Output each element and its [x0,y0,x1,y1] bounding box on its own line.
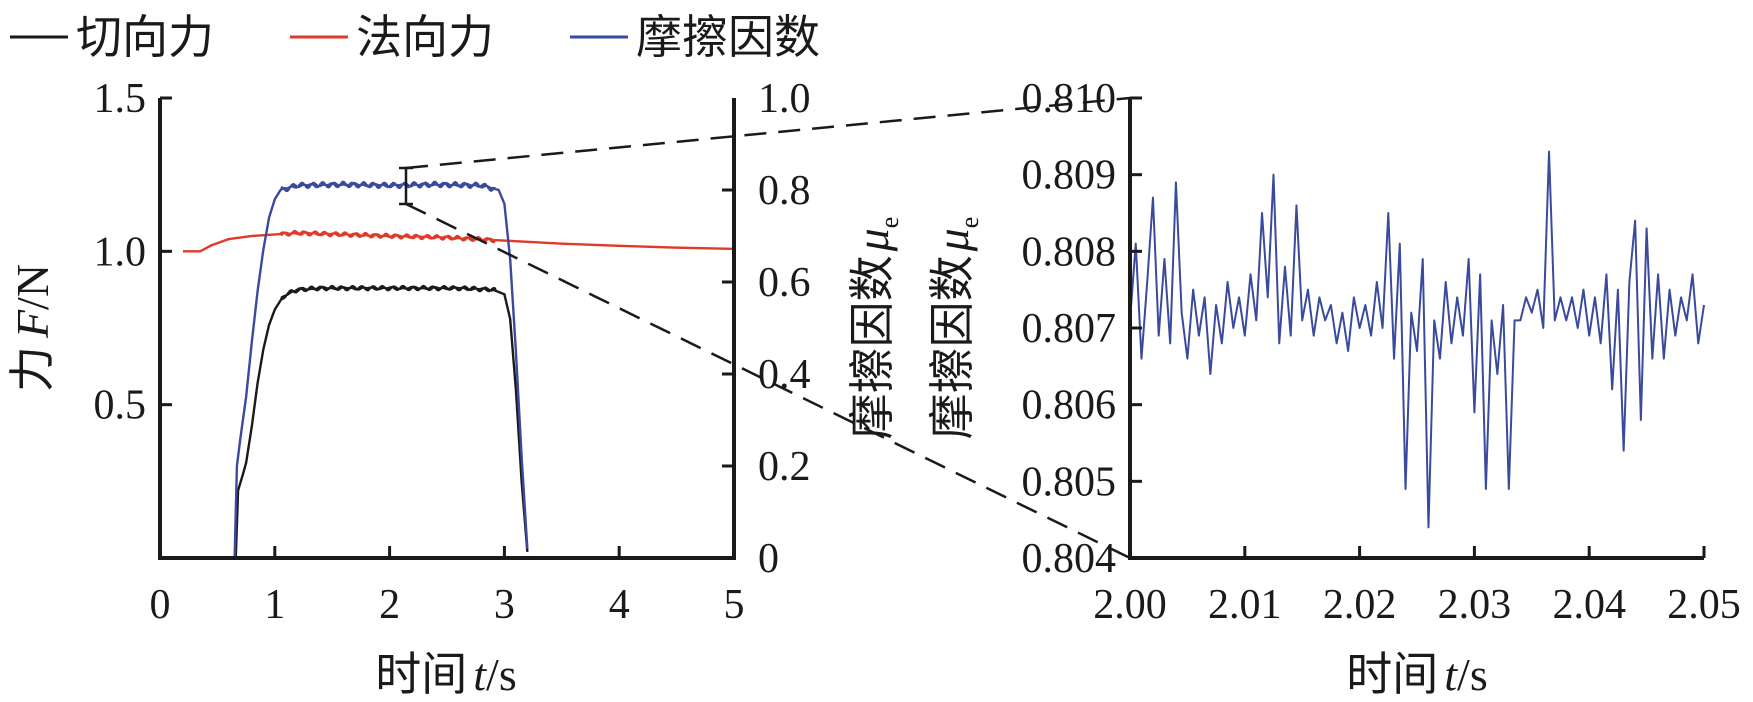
left-x-tick-label: 4 [609,582,630,628]
svg-text:力F/N: 力F/N [5,264,59,392]
right-axis-tick-label: 0.4 [758,352,811,398]
right-y-label-var: μ [847,228,898,252]
left-y-tick-label: 1.0 [94,229,147,275]
svg-text:摩擦因数μe: 摩擦因数 μe [845,217,904,440]
right-axis-tick-label: 0 [758,536,779,582]
right-x-axis-label: 时间 t/s [1346,647,1487,701]
left-axes-frame [158,98,736,560]
zoom-y-tick-label: 0.808 [1022,229,1117,275]
zoom-y-tick-label: 0.807 [1022,306,1117,352]
left-x-tick-label: 1 [264,582,285,628]
zoom-connector-top [405,96,1131,170]
zoom-x-tick-label: 2.04 [1552,582,1626,628]
left-y-axis-label: 力F/N [5,264,59,392]
left-chart: 0 1 2 3 4 5 0.5 1.0 1.5 0 0.2 0.4 0.6 0.8 1.0 力F/N 摩擦因… [5,76,904,701]
legend-label-tangential: 切向力 [76,10,214,64]
right-y-label-main: 摩擦因数 [845,255,899,439]
left-ticks-layer: 0 1 2 3 4 5 0.5 1.0 1.5 0 0.2 0.4 0.6 0.8 1.0 [94,76,811,628]
zoom-x-tick-label: 2.03 [1438,582,1512,628]
left-x-axis-label: 时间 t/s [375,647,516,701]
zoom-x-tick-label: 2.01 [1208,582,1282,628]
left-y-tick-label: 1.5 [94,76,147,122]
left-series-layer [182,180,735,559]
legend-label-friction: 摩擦因数 [636,10,820,64]
left-series-line-tangential [234,284,529,559]
left-x-tick-label: 0 [150,582,171,628]
right-ticks-layer: 2.00 2.01 2.02 2.03 2.04 2.05 0.804 0.805 0.806 0… [1022,76,1741,628]
left-series-line-normal [182,229,735,253]
left-series-line-friction [233,180,529,559]
right-chart: 2.00 2.01 2.02 2.03 2.04 2.05 0.804 0.805 0.806 0… [925,76,1741,701]
zoom-x-tick-label: 2.02 [1323,582,1397,628]
right-axis-tick-label: 0.2 [758,444,811,490]
zoom-y-tick-label: 0.806 [1022,383,1117,429]
zoom-y-label-main: 摩擦因数 [925,255,979,439]
zoom-y-tick-label: 0.810 [1022,76,1117,122]
right-axes-frame [1128,98,1704,560]
zoom-y-label-var: μ [927,228,978,252]
right-axis-tick-label: 0.8 [758,168,811,214]
zoom-y-tick-label: 0.804 [1022,536,1117,582]
left-x-tick-label: 3 [494,582,515,628]
left-y-label-unit: /N [7,264,58,310]
right-y-axis-label: 摩擦因数 μe [925,217,984,440]
right-y-label-sub: e [875,217,904,229]
zoom-series-line-friction [1129,150,1705,529]
left-y-label-var: F [7,309,58,339]
left-y-label-main: 力 [5,346,59,392]
zoom-x-tick-label: 2.00 [1093,582,1167,628]
right-series-layer [1129,150,1705,529]
legend: 切向力 法向力 摩擦因数 [10,10,820,64]
left-chart-right-y-axis-label: 摩擦因数 μe [845,217,904,440]
zoom-y-label-sub: e [955,217,984,229]
left-x-tick-label: 5 [724,582,745,628]
svg-text:摩擦因数μe: 摩擦因数 μe [925,217,984,440]
legend-label-normal: 法向力 [356,10,494,64]
right-axis-tick-label: 0.6 [758,260,811,306]
zoom-x-tick-label: 2.05 [1667,582,1741,628]
right-axis-tick-label: 1.0 [758,76,811,122]
zoom-y-tick-label: 0.805 [1022,459,1117,505]
zoom-y-tick-label: 0.809 [1022,153,1117,199]
left-y-tick-label: 0.5 [94,383,147,429]
left-x-tick-label: 2 [379,582,400,628]
